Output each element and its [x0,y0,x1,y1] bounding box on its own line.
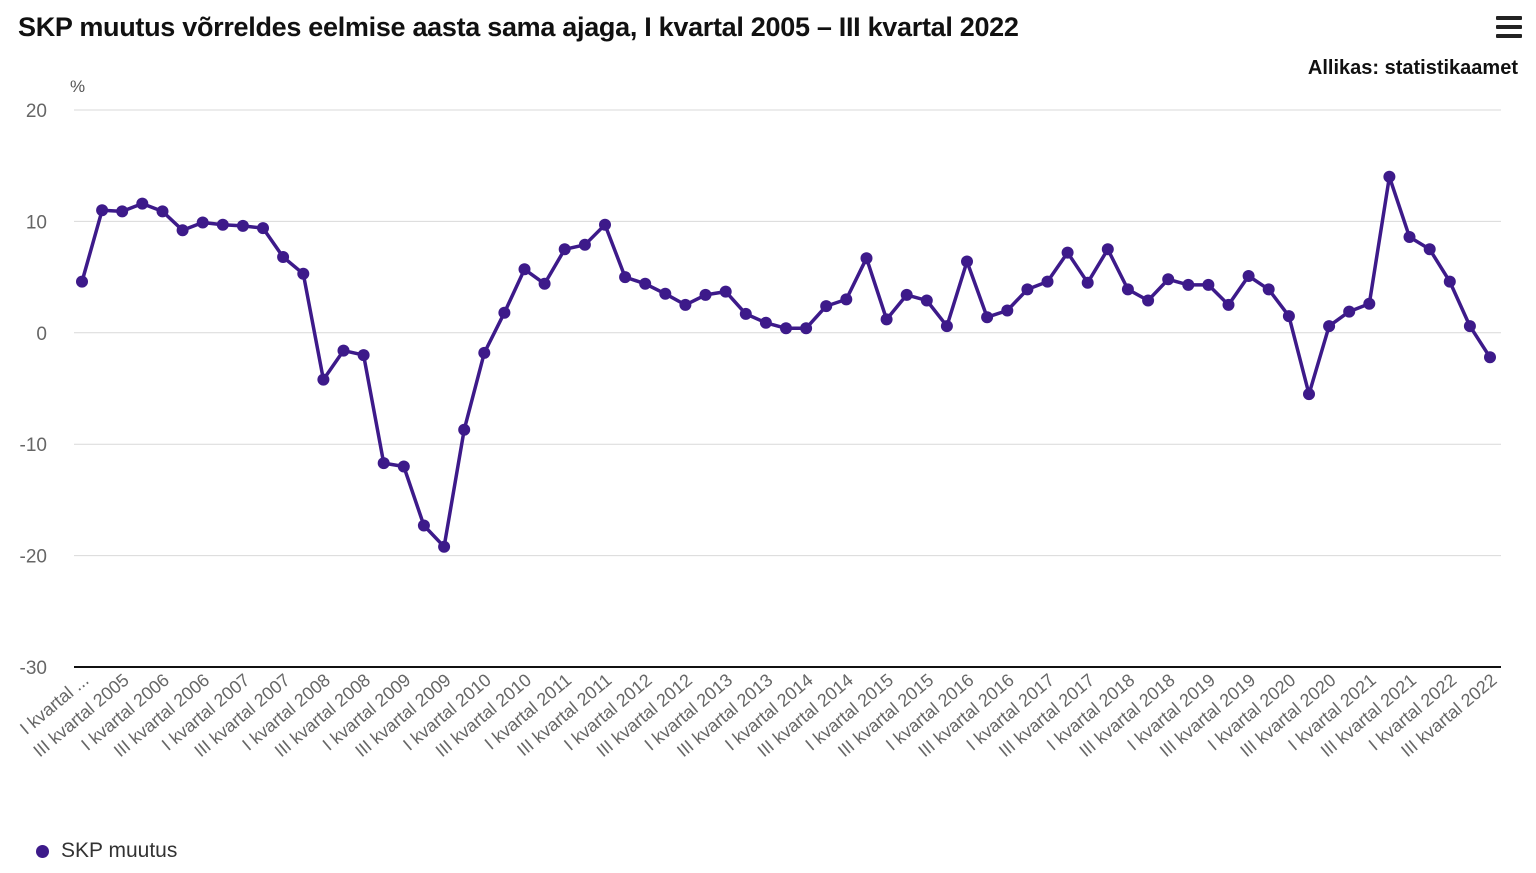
data-point[interactable] [659,287,672,300]
data-point[interactable] [1343,305,1356,318]
line-chart: % 20 10 0 -10 -20 -30 I kvartal ...III kvarta… [16,77,1501,761]
data-point[interactable] [1001,304,1014,317]
series-line [80,175,1492,549]
data-point[interactable] [518,263,531,276]
data-point[interactable] [216,218,229,231]
data-point[interactable] [719,285,732,298]
data-point[interactable] [297,267,310,280]
data-point[interactable] [739,307,752,320]
y-tick-label: 0 [36,324,47,345]
data-point[interactable] [156,205,169,218]
data-point[interactable] [96,204,109,217]
data-point[interactable] [1383,170,1396,183]
data-point[interactable] [1101,243,1114,256]
data-point[interactable] [458,423,471,436]
data-point[interactable] [116,205,129,218]
data-point[interactable] [377,457,390,470]
data-point[interactable] [558,243,571,256]
legend-label: SKP muutus [61,839,178,862]
data-point[interactable] [76,275,88,288]
data-point[interactable] [417,519,430,532]
data-point[interactable] [1423,243,1436,256]
data-point[interactable] [759,316,772,329]
data-point[interactable] [1443,275,1456,288]
legend-item-skp-muutus[interactable]: SKP muutus [36,838,177,864]
data-point[interactable] [1463,320,1476,333]
data-point[interactable] [1303,388,1315,401]
data-point[interactable] [1323,320,1336,333]
legend-marker [36,844,49,858]
data-point[interactable] [800,322,813,335]
data-point[interactable] [639,277,652,290]
data-point[interactable] [599,218,611,231]
data-point[interactable] [1041,275,1054,288]
data-point[interactable] [498,306,511,319]
data-point[interactable] [1484,351,1496,364]
data-point[interactable] [196,216,209,229]
data-point[interactable] [961,255,973,268]
y-tick-label: 10 [26,212,47,233]
data-point[interactable] [920,294,933,307]
data-point[interactable] [397,460,410,473]
series-skp-muutus [76,170,1496,553]
data-point[interactable] [337,344,350,357]
data-point[interactable] [438,540,451,553]
y-tick-label: -30 [20,658,47,679]
data-point[interactable] [1121,283,1134,296]
y-tick-label: 20 [26,101,47,122]
data-point[interactable] [236,219,249,232]
data-point[interactable] [981,311,994,324]
y-tick-label: -20 [20,547,47,568]
data-point[interactable] [578,238,591,251]
data-point[interactable] [478,346,491,359]
data-point[interactable] [1182,278,1195,291]
data-point[interactable] [1202,278,1215,291]
data-point[interactable] [1282,310,1295,323]
data-point[interactable] [357,349,370,362]
data-point[interactable] [317,373,330,386]
data-point[interactable] [1081,276,1094,289]
data-point[interactable] [277,251,290,263]
data-point[interactable] [1142,294,1155,307]
data-point[interactable] [699,288,712,301]
hamburger-menu-icon[interactable] [1496,16,1522,38]
y-axis-ticks: 20 10 0 -10 -20 -30 [20,101,47,679]
data-point[interactable] [840,293,853,306]
data-point[interactable] [1242,270,1255,282]
data-point[interactable] [679,298,692,311]
data-point[interactable] [538,277,551,290]
data-point[interactable] [136,197,149,210]
data-point[interactable] [1222,298,1235,311]
y-tick-label: -10 [20,435,47,456]
data-point[interactable] [257,222,269,235]
data-point[interactable] [880,313,893,326]
data-point[interactable] [900,288,913,301]
data-point[interactable] [1061,246,1074,259]
data-point[interactable] [1363,297,1376,310]
y-axis-unit: % [70,77,85,96]
data-point[interactable] [780,322,792,335]
data-point[interactable] [1162,273,1175,286]
data-point[interactable] [1403,231,1416,243]
data-point[interactable] [1262,283,1275,296]
data-point[interactable] [820,300,833,313]
chart-title: SKP muutus võrreldes eelmise aasta sama … [18,12,1019,42]
data-point[interactable] [176,224,189,237]
data-point[interactable] [1021,283,1034,296]
data-point[interactable] [619,271,632,284]
grid-lines [74,109,1501,557]
data-point[interactable] [940,320,953,333]
source-label: Allikas: statistikaamet [1307,57,1518,79]
data-point[interactable] [860,252,873,265]
